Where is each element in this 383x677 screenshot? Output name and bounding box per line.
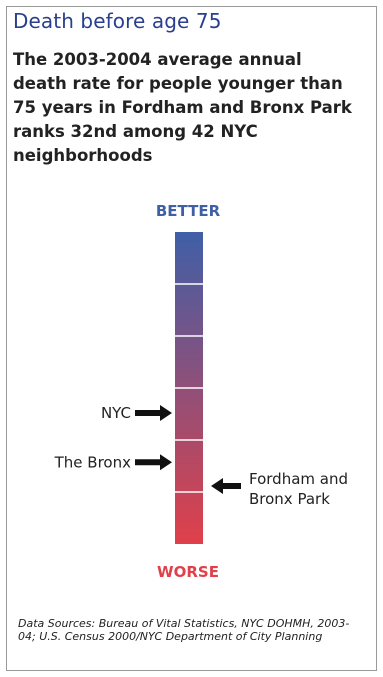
- marker-label: The Bronx: [54, 453, 131, 471]
- better-label: BETTER: [156, 202, 221, 220]
- marker-1: The Bronx: [54, 453, 172, 471]
- marker-0: NYC: [101, 404, 172, 422]
- chart-title: Death before age 75: [13, 9, 222, 33]
- chart-subtitle: The 2003-2004 average annual death rate …: [13, 50, 352, 165]
- marker-label: Fordham and Bronx Park: [249, 470, 348, 508]
- marker-arrow: [135, 404, 172, 421]
- marker-2: Fordham and Bronx Park: [211, 470, 348, 508]
- marker-arrow: [135, 454, 172, 471]
- worse-label: WORSE: [157, 563, 219, 581]
- scale-bar: [175, 232, 203, 544]
- marker-arrow: [211, 477, 241, 494]
- marker-label: NYC: [101, 404, 131, 422]
- data-sources-note: Data Sources: Bureau of Vital Statistics…: [18, 617, 350, 643]
- rank-markers: NYC The Bronx Fordham and Bronx Park: [54, 404, 348, 508]
